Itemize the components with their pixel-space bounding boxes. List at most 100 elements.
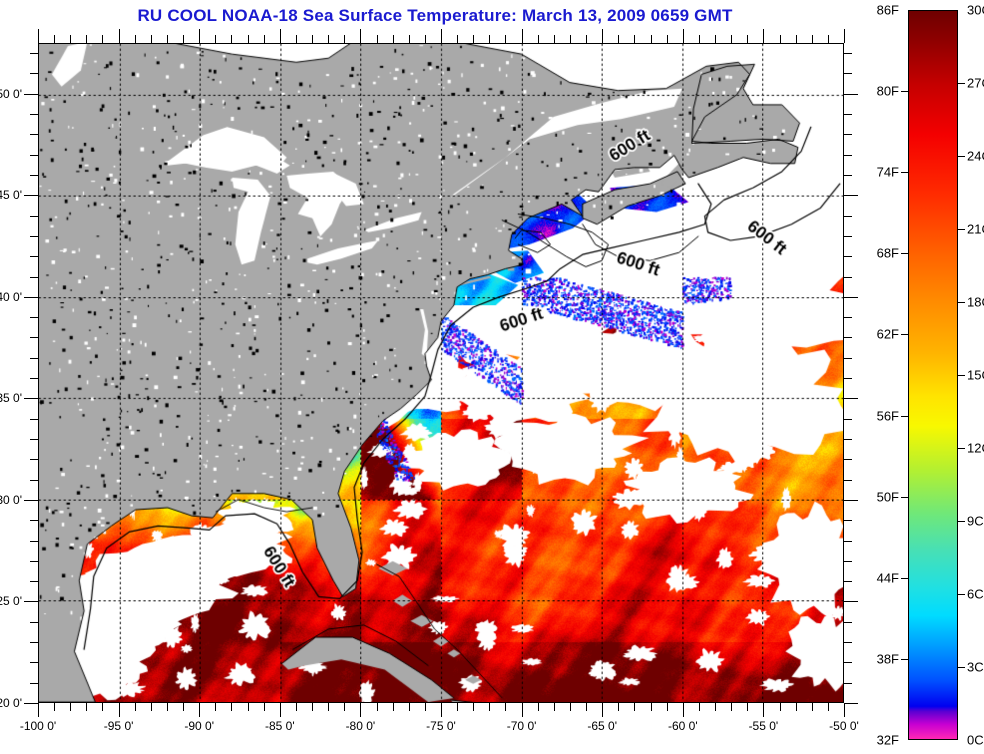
axis-tick (312, 35, 313, 43)
axis-tick (215, 703, 216, 711)
colorbar-gradient (908, 10, 958, 740)
axis-tick (473, 35, 474, 43)
axis-tick (70, 35, 71, 43)
sst-map-plot (38, 43, 844, 703)
axis-tick (86, 703, 87, 711)
axis-tick (30, 175, 38, 176)
axis-tick (30, 622, 38, 623)
axis-tick (360, 703, 361, 717)
axis-tick (780, 703, 781, 711)
axis-tick (844, 175, 852, 176)
colorbar-tick (958, 448, 965, 449)
axis-tick (844, 622, 852, 623)
colorbar-label-fahrenheit: 50F (876, 489, 899, 505)
axis-tick (844, 459, 852, 460)
axis-tick (24, 94, 38, 95)
colorbar-tick (958, 302, 965, 303)
axis-tick (699, 35, 700, 43)
axis-tick (715, 703, 716, 711)
axis-tick (844, 378, 852, 379)
axis-tick (30, 337, 38, 338)
x-axis-label: -50 0' (829, 719, 859, 733)
axis-tick (344, 35, 345, 43)
axis-tick (457, 703, 458, 711)
axis-tick (844, 216, 852, 217)
axis-tick (602, 703, 603, 717)
colorbar-tick (901, 497, 908, 498)
axis-tick (119, 703, 120, 717)
axis-tick (24, 601, 38, 602)
x-axis-label: -55 0' (748, 719, 779, 733)
axis-tick (844, 337, 852, 338)
axis-tick (183, 35, 184, 43)
axis-tick (24, 500, 38, 501)
colorbar-label-fahrenheit: 80F (876, 83, 899, 99)
colorbar-label-celsius: 6C (967, 586, 984, 602)
axis-tick (844, 53, 852, 54)
axis-tick (844, 195, 858, 196)
axis-tick (651, 35, 652, 43)
axis-tick (763, 29, 764, 43)
axis-tick (38, 29, 39, 43)
axis-tick (360, 29, 361, 43)
colorbar-label-celsius: 21C (967, 221, 984, 237)
colorbar-tick (901, 416, 908, 417)
axis-tick (844, 480, 852, 481)
axis-tick (538, 35, 539, 43)
axis-tick (844, 277, 852, 278)
axis-tick (554, 703, 555, 711)
axis-tick (844, 155, 852, 156)
colorbar-tick (958, 229, 965, 230)
axis-tick (683, 29, 684, 43)
axis-tick (844, 642, 852, 643)
axis-tick (586, 703, 587, 711)
axis-tick (844, 662, 852, 663)
axis-tick (457, 35, 458, 43)
axis-tick (24, 297, 38, 298)
y-axis-label: 35 0' (0, 391, 22, 406)
axis-tick (30, 277, 38, 278)
x-axis-label: -75 0' (426, 719, 456, 733)
axis-tick (30, 642, 38, 643)
colorbar-label-fahrenheit: 62F (876, 326, 899, 342)
colorbar-label-fahrenheit: 86F (876, 2, 899, 18)
axis-tick (30, 73, 38, 74)
page-title: RU COOL NOAA-18 Sea Surface Temperature:… (137, 6, 733, 25)
colorbar-tick (901, 659, 908, 660)
axis-tick (167, 703, 168, 711)
axis-tick (441, 29, 442, 43)
axis-tick (264, 703, 265, 711)
axis-tick (586, 35, 587, 43)
axis-tick (425, 35, 426, 43)
axis-tick (844, 419, 852, 420)
colorbar-tick (958, 521, 965, 522)
axis-tick (634, 35, 635, 43)
axis-tick (409, 35, 410, 43)
axis-tick (844, 73, 852, 74)
axis-tick (505, 35, 506, 43)
axis-tick (215, 35, 216, 43)
axis-tick (24, 703, 38, 704)
axis-tick (505, 703, 506, 711)
axis-tick (393, 35, 394, 43)
colorbar-tick (901, 334, 908, 335)
sst-raster (39, 44, 843, 702)
axis-tick (296, 35, 297, 43)
axis-tick (844, 561, 852, 562)
axis-tick (70, 703, 71, 711)
axis-tick (30, 53, 38, 54)
axis-tick (747, 703, 748, 711)
y-axis-label: 40 0' (0, 289, 22, 304)
axis-tick (183, 703, 184, 711)
axis-tick (828, 35, 829, 43)
axis-tick (30, 541, 38, 542)
axis-tick (651, 703, 652, 711)
colorbar-tick (958, 375, 965, 376)
x-axis-label: -65 0' (587, 719, 618, 733)
axis-tick (844, 601, 858, 602)
axis-tick (30, 216, 38, 217)
x-axis-label: -85 0' (264, 719, 295, 733)
axis-tick (715, 35, 716, 43)
axis-tick (618, 35, 619, 43)
axis-tick (844, 541, 852, 542)
